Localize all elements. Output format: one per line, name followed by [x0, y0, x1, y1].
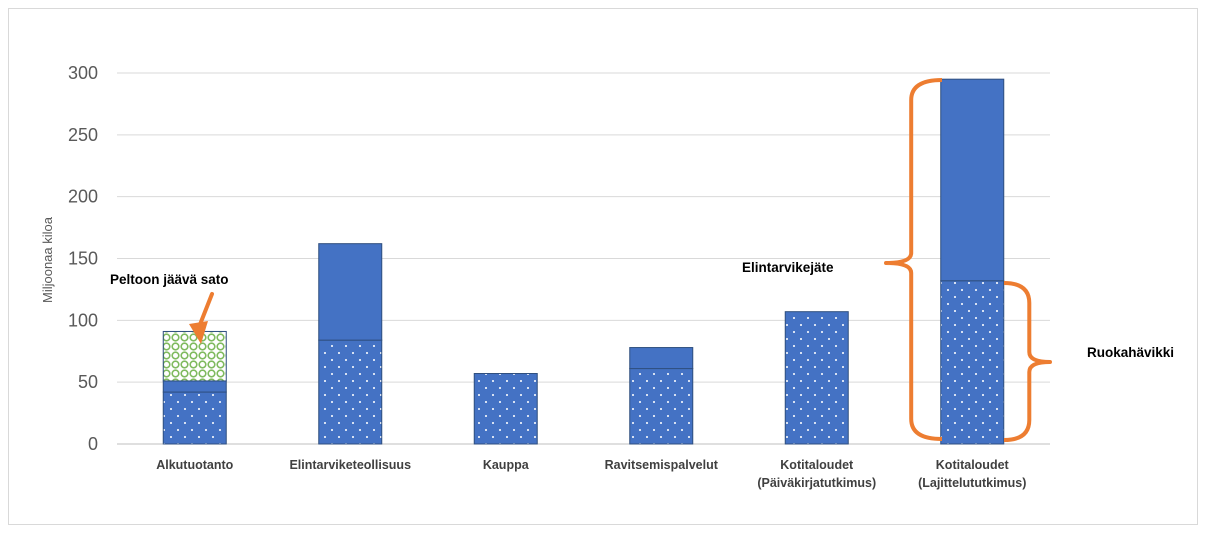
brace-ruokahavikki: [1003, 281, 1052, 442]
y-tick-150: 150: [68, 249, 98, 269]
y-tick-50: 50: [78, 372, 98, 392]
category-label-4-1: (Päiväkirjatutkimus): [757, 476, 876, 490]
category-labels: Alkutuotanto Elintarviketeollisuus Kauppa R…: [156, 458, 1026, 490]
y-tick-labels: 0 50 100 150 200 250 300: [68, 63, 98, 454]
category-label-0-0: Alkutuotanto: [156, 458, 233, 472]
category-label-5-0: Kotitaloudet: [936, 458, 1010, 472]
bar-ruokahavikki-1: [318, 339, 383, 445]
category-label-4-0: Kotitaloudet: [780, 458, 854, 472]
arrow-head: [189, 321, 208, 344]
annotation-ruokahavikki: Ruokahävikki: [1087, 345, 1174, 360]
y-tick-200: 200: [68, 187, 98, 207]
bar-ruokahavikki-4: [784, 311, 849, 445]
y-tick-0: 0: [88, 434, 98, 454]
annotations: [189, 78, 1052, 442]
bar-elintarvikejate-3: [629, 347, 694, 370]
brace-elintarvikejate: [884, 78, 943, 441]
bar-peltoon-0: [162, 330, 227, 382]
y-tick-100: 100: [68, 310, 98, 330]
arrow-shaft: [197, 292, 214, 329]
bar-elintarvikejate-1: [318, 243, 383, 341]
category-label-5-1: (Lajittelututkimus): [918, 476, 1026, 490]
bar-elintarvikejate-0: [162, 380, 227, 393]
gridlines: [117, 72, 1050, 445]
bar-ruokahavikki-2: [473, 373, 538, 445]
bar-ruokahavikki-0: [162, 391, 227, 445]
bar-ruokahavikki-3: [629, 368, 694, 445]
category-label-3-0: Ravitsemispalvelut: [605, 458, 719, 472]
category-label-2-0: Kauppa: [483, 458, 530, 472]
bars: [162, 78, 1005, 445]
bar-elintarvikejate-5: [940, 78, 1005, 282]
y-axis-label: Miljoonaa kiloa: [40, 216, 55, 303]
y-tick-300: 300: [68, 63, 98, 83]
category-label-1-0: Elintarviketeollisuus: [289, 458, 411, 472]
annotation-elintarvikejate: Elintarvikejäte: [742, 260, 834, 275]
bar-ruokahavikki-5: [940, 280, 1005, 445]
y-tick-250: 250: [68, 125, 98, 145]
annotation-peltoon: Peltoon jäävä sato: [110, 272, 229, 287]
